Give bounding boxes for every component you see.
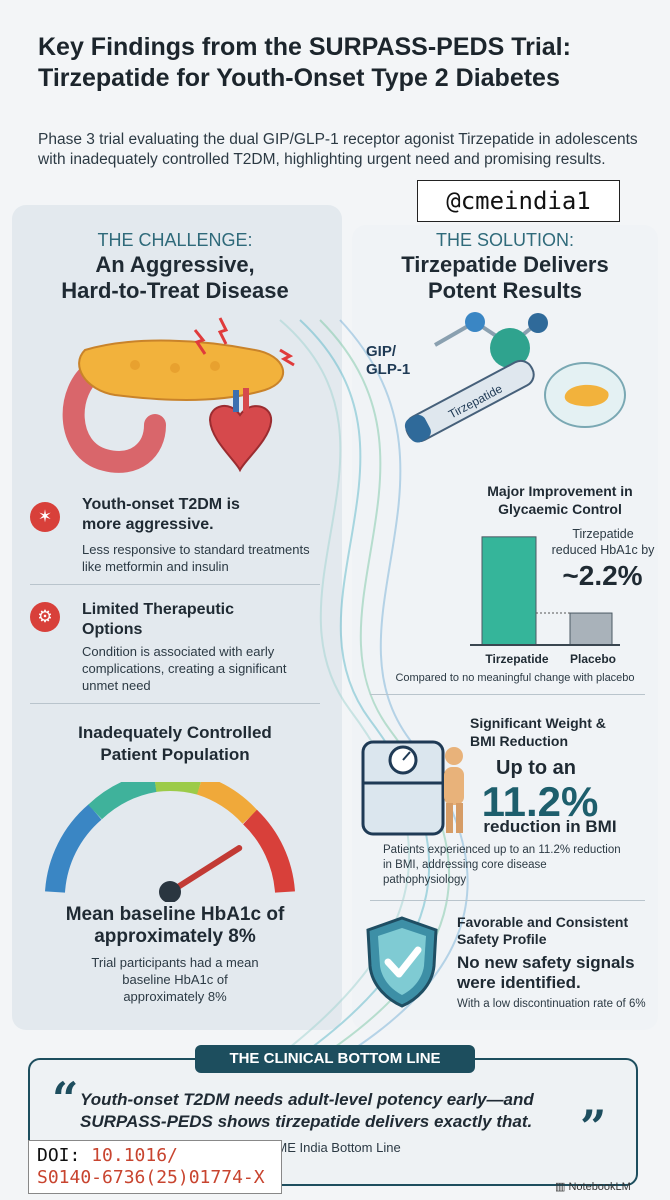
weight-desc: Patients experienced up to an 11.2% redu… <box>383 843 653 888</box>
open-quote-icon: “ <box>52 1072 79 1126</box>
baseline-heading-line-2: approximately 8% <box>94 926 256 947</box>
notebooklm-label: NotebookLM <box>568 1181 631 1193</box>
bar-label-placebo: Placebo <box>569 652 617 666</box>
challenge-item-1-title-line-1: Youth-onset T2DM is <box>82 496 240 513</box>
title-line-2: Tirzepatide for Youth-Onset Type 2 Diabe… <box>38 64 560 92</box>
gear-alert-icon: ⚙ <box>30 602 60 632</box>
notebooklm-icon: ▥ <box>555 1181 569 1193</box>
page-title: Key Findings from the SURPASS-PEDS Trial… <box>38 32 648 94</box>
challenge-heading-line-1: An Aggressive, <box>95 252 255 277</box>
population-heading: Inadequately Controlled Patient Populati… <box>30 722 320 766</box>
bar-placebo <box>569 612 613 646</box>
molecule-label-line-1: GIP/ <box>366 343 397 360</box>
safety-title-line-2: Safety Profile <box>457 931 547 947</box>
bottom-line-banner: THE CLINICAL BOTTOM LINE <box>195 1045 475 1073</box>
safety-desc: With a low discontinuation rate of 6% <box>457 998 646 1010</box>
doi-value-line-1: 10.1016/ <box>91 1145 178 1166</box>
weight-desc-line-2: in BMI, addressing core disease <box>383 859 547 871</box>
bar-tirzepatide <box>481 536 537 646</box>
bar-label-tirzepatide: Tirzepatide <box>485 652 549 666</box>
baseline-desc-line-1: Trial participants had a mean <box>91 955 259 970</box>
challenge-item-1-desc: Less responsive to standard treatments l… <box>82 541 332 575</box>
glycaemic-title-line-2: Glycaemic Control <box>498 501 622 517</box>
challenge-item-1-desc-line-2: like metformin and insulin <box>82 559 229 574</box>
doi-box: DOI: 10.1016/ S0140-6736(25)01774-X <box>28 1140 282 1194</box>
challenge-item-2-title: Limited Therapeutic Options <box>82 600 322 640</box>
challenge-item-2-desc-line-3: unmet need <box>82 678 151 693</box>
reduced-text: Tirzepatide reduced HbA1c by <box>548 526 658 558</box>
weight-title-line-2: BMI Reduction <box>470 733 568 749</box>
watermark-handle: @cmeindia1 <box>417 180 620 222</box>
glycaemic-title: Major Improvement in Glycaemic Control <box>465 482 655 518</box>
solution-heading: Tirzepatide Delivers Potent Results <box>355 252 655 304</box>
molecule-label: GIP/ GLP-1 <box>366 343 410 379</box>
safety-bold-line-2: were identified. <box>457 973 581 992</box>
reduced-text-line-1: Tirzepatide <box>572 527 634 541</box>
challenge-item-1-title: Youth-onset T2DM is more aggressive. <box>82 495 322 535</box>
challenge-item-2-desc-line-1: Condition is associated with early <box>82 644 275 659</box>
weight-title-line-1: Significant Weight & <box>470 715 606 731</box>
challenge-kicker: THE CHALLENGE: <box>97 230 253 250</box>
pancreas-heart-illustration <box>62 317 295 473</box>
reduced-text-line-2: reduced HbA1c by <box>551 543 655 557</box>
gauge-needle <box>167 845 243 895</box>
close-quote-icon: ” <box>580 1100 607 1154</box>
hba1c-gauge <box>45 782 295 902</box>
weight-value: 11.2% <box>481 778 599 825</box>
title-line-1: Key Findings from the SURPASS-PEDS Trial… <box>38 33 571 61</box>
baseline-desc-line-2: baseline HbA1c of <box>122 972 228 987</box>
challenge-item-2-title-line-2: Options <box>82 621 143 638</box>
scale-person-illustration <box>361 740 464 836</box>
bottom-line-attribution: CME India Bottom Line <box>267 1140 401 1155</box>
solution-kicker: THE SOLUTION: <box>435 230 574 250</box>
baseline-heading-line-1: Mean baseline HbA1c of <box>65 904 285 925</box>
challenge-item-1-desc-line-1: Less responsive to standard treatments <box>82 542 310 557</box>
reduced-value: ~2.2% <box>562 560 643 591</box>
challenge-item-2-desc: Condition is associated with early compl… <box>82 643 332 694</box>
population-heading-line-2: Patient Population <box>100 745 250 764</box>
challenge-heading: An Aggressive, Hard-to-Treat Disease <box>20 252 330 304</box>
challenge-divider-2 <box>30 703 320 704</box>
bottom-line-quote: Youth-onset T2DM needs adult-level poten… <box>80 1089 580 1133</box>
solution-divider-1 <box>370 694 645 695</box>
challenge-item-1-title-line-2: more aggressive. <box>82 516 214 533</box>
solution-heading-line-1: Tirzepatide Delivers <box>401 252 609 277</box>
challenge-divider-1 <box>30 584 320 585</box>
shield-check-icon <box>366 916 438 1008</box>
doi-value-line-2: S0140-6736(25)01774-X <box>37 1167 265 1188</box>
glycaemic-footnote: Compared to no meaningful change with pl… <box>395 672 635 684</box>
doi-label: DOI: <box>37 1145 81 1166</box>
weight-reduction: reduction in BMI <box>483 817 617 836</box>
solution-divider-2 <box>370 900 645 901</box>
weight-desc-line-1: Patients experienced up to an 11.2% redu… <box>383 844 621 856</box>
bottom-line-quote-line-2: SURPASS-PEDS shows tirzepatide delivers … <box>80 1112 533 1131</box>
glycaemic-title-line-1: Major Improvement in <box>487 483 633 499</box>
bottom-line-quote-line-1: Youth-onset T2DM needs adult-level poten… <box>80 1090 534 1109</box>
challenge-item-2-title-line-1: Limited Therapeutic <box>82 601 235 618</box>
challenge-item-2-desc-line-2: complications, creating a significant <box>82 661 287 676</box>
molecule-label-line-2: GLP-1 <box>366 361 411 378</box>
safety-bold-line-1: No new safety signals <box>457 953 635 972</box>
notebooklm-brand: ▥ NotebookLM <box>555 1180 631 1193</box>
safety-title: Favorable and Consistent Safety Profile <box>457 914 657 948</box>
baseline-heading: Mean baseline HbA1c of approximately 8% <box>30 904 320 948</box>
population-heading-line-1: Inadequately Controlled <box>78 723 272 742</box>
molecule-pen-illustration: Tirzepatide <box>404 312 626 443</box>
baseline-desc: Trial participants had a mean baseline H… <box>30 954 320 1005</box>
weight-desc-line-3: pathophysiology <box>383 874 467 886</box>
hba1c-bar-chart <box>470 536 620 646</box>
safety-bold: No new safety signals were identified. <box>457 953 657 993</box>
safety-title-line-1: Favorable and Consistent <box>457 914 629 930</box>
solution-heading-line-2: Potent Results <box>427 278 583 303</box>
baseline-desc-line-3: approximately 8% <box>123 989 227 1004</box>
dna-virus-icon: ✶ <box>30 502 60 532</box>
page-subtitle: Phase 3 trial evaluating the dual GIP/GL… <box>38 131 638 168</box>
challenge-heading-line-2: Hard-to-Treat Disease <box>61 278 289 303</box>
weight-title: Significant Weight & BMI Reduction <box>470 714 650 750</box>
weight-upto: Up to an <box>496 757 576 779</box>
